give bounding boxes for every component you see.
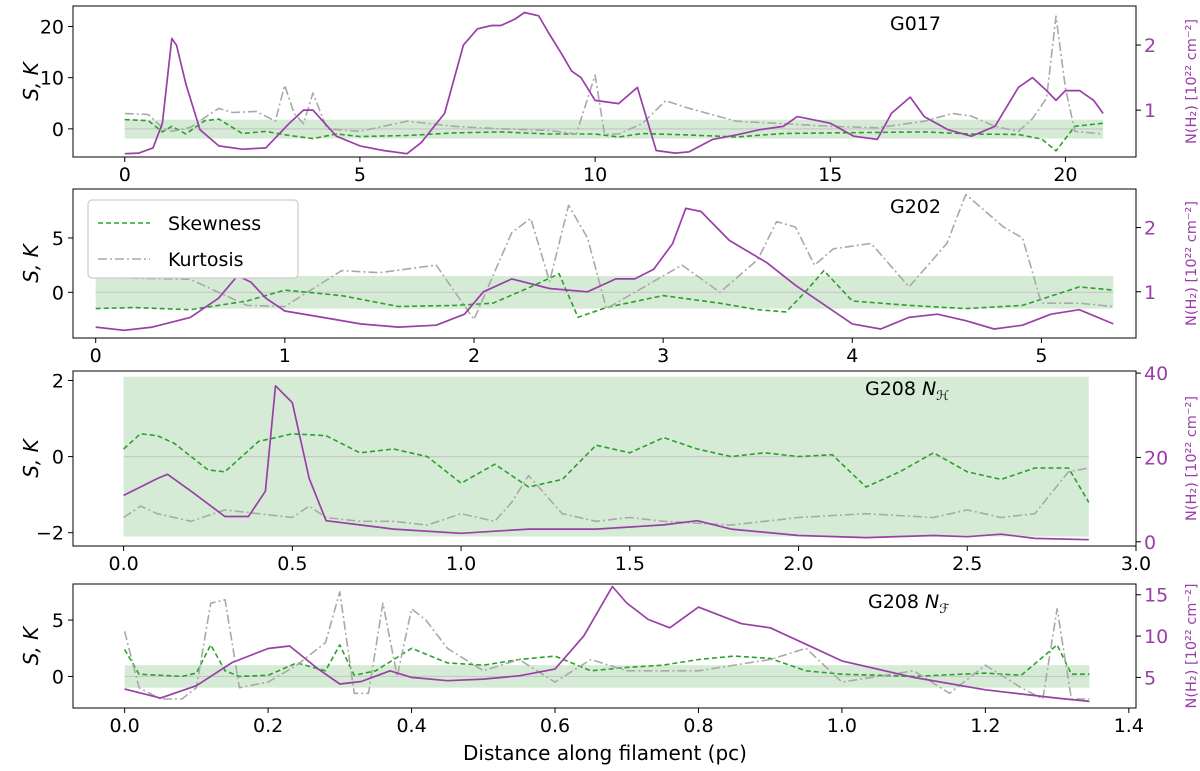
y-tick-label: 20 [40, 16, 64, 38]
x-tick-label: 20 [1053, 164, 1077, 186]
series-nh2-line [124, 585, 1090, 703]
x-tick-label: 1.0 [446, 553, 476, 575]
series-kurtosis-line [123, 591, 1090, 700]
x-tick-label: 0.0 [109, 553, 139, 575]
x-tick-label: 15 [818, 164, 842, 186]
axes-frame [72, 5, 1137, 158]
y-tick-label: 10 [40, 68, 64, 90]
series-kurtosis-line [123, 467, 1089, 526]
x-tick-label: 5 [354, 164, 366, 186]
x-tick-label: 0.4 [396, 715, 426, 737]
panel-2: 0 1 2 3 4 5 0 5 1 2 S, K N(H₂) [10²² cm⁻²] G202 [19, 188, 1200, 367]
panel-1: 0 5 10 15 20 0 10 20 1 2 S, K N(H₂) [10²² cm⁻²] G017 [19, 5, 1200, 186]
panel-title: G017 [890, 13, 941, 35]
x-tick-label: 3 [657, 345, 669, 367]
series-skewness-line [123, 644, 1090, 678]
y-axis-label: S, K [19, 437, 43, 477]
y-tick-label: 0 [52, 282, 64, 304]
series-nh2-line [124, 11, 1104, 155]
right-y-axis-label: N(H₂) [10²² cm⁻²] [1184, 19, 1200, 144]
x-tick-label: 5 [1035, 345, 1047, 367]
y-tick-label: 5 [52, 610, 64, 632]
right-y-tick-label: 0 [1144, 532, 1156, 554]
x-tick-label: 0.0 [110, 715, 140, 737]
x-tick-label: 0.5 [277, 553, 307, 575]
y-tick-label: 0 [52, 666, 64, 688]
panel-title: G202 [890, 196, 941, 218]
x-tick-label: 1 [279, 345, 291, 367]
x-axis-label: Distance along filament (pc) [463, 741, 747, 765]
x-tick-label: 1.4 [1114, 715, 1144, 737]
y-tick-label: 0 [52, 119, 64, 141]
right-y-axis-label: N(H₂) [10²² cm⁻²] [1184, 583, 1200, 708]
x-tick-label: 0.8 [683, 715, 713, 737]
right-y-tick-label: 20 [1144, 447, 1168, 469]
axes-frame [72, 188, 1137, 339]
series-kurtosis-line [124, 15, 1104, 135]
legend-skewness-label: Skewness [168, 213, 261, 235]
right-y-axis-label: N(H₂) [10²² cm⁻²] [1184, 396, 1200, 521]
axes-frame [72, 583, 1137, 709]
y-axis-label: S, K [19, 242, 43, 282]
right-y-axis-label: N(H₂) [10²² cm⁻²] [1184, 201, 1200, 326]
legend: Skewness Kurtosis [87, 199, 299, 279]
x-tick-label: 2 [468, 345, 480, 367]
panel-title: G208 Nℱ [868, 591, 950, 617]
right-y-tick-label: 15 [1144, 585, 1168, 607]
y-axis-label: S, K [19, 625, 43, 665]
panel-title: G208 Nℋ [865, 378, 949, 404]
y-tick-label: −2 [36, 523, 64, 545]
panel-4: 0.0 0.2 0.4 0.6 0.8 1.0 1.2 1.4 0 5 5 10 15 S, K N(H₂)… [19, 583, 1200, 737]
x-tick-label: 2.5 [952, 553, 982, 575]
right-y-tick-label: 2 [1144, 218, 1156, 240]
series-nh2-line [95, 207, 1114, 332]
series-skewness-line [123, 432, 1090, 503]
x-tick-label: 2.0 [783, 553, 813, 575]
x-tick-label: 4 [846, 345, 858, 367]
x-tick-label: 0 [119, 164, 131, 186]
series-kurtosis-line [95, 193, 1114, 321]
x-tick-label: 0.2 [253, 715, 283, 737]
x-tick-label: 1.5 [615, 553, 645, 575]
right-y-tick-label: 1 [1144, 100, 1156, 122]
x-tick-label: 0 [90, 345, 102, 367]
y-tick-label: 2 [52, 371, 64, 393]
x-tick-label: 3.0 [1121, 553, 1151, 575]
series-nh2-line [123, 384, 1089, 541]
right-y-tick-label: 10 [1144, 626, 1168, 648]
y-axis-label: S, K [19, 60, 43, 100]
x-tick-label: 1.0 [827, 715, 857, 737]
y-tick-label: 0 [52, 447, 64, 469]
y-tick-label: 5 [52, 228, 64, 250]
x-tick-label: 10 [583, 164, 607, 186]
right-y-tick-label: 5 [1144, 667, 1156, 689]
right-y-tick-label: 1 [1144, 282, 1156, 304]
right-y-tick-label: 40 [1144, 363, 1168, 385]
legend-kurtosis-label: Kurtosis [168, 249, 244, 271]
axes-frame [72, 370, 1137, 547]
right-y-tick-label: 2 [1144, 35, 1156, 57]
x-tick-label: 1.2 [970, 715, 1000, 737]
x-tick-label: 0.6 [540, 715, 570, 737]
